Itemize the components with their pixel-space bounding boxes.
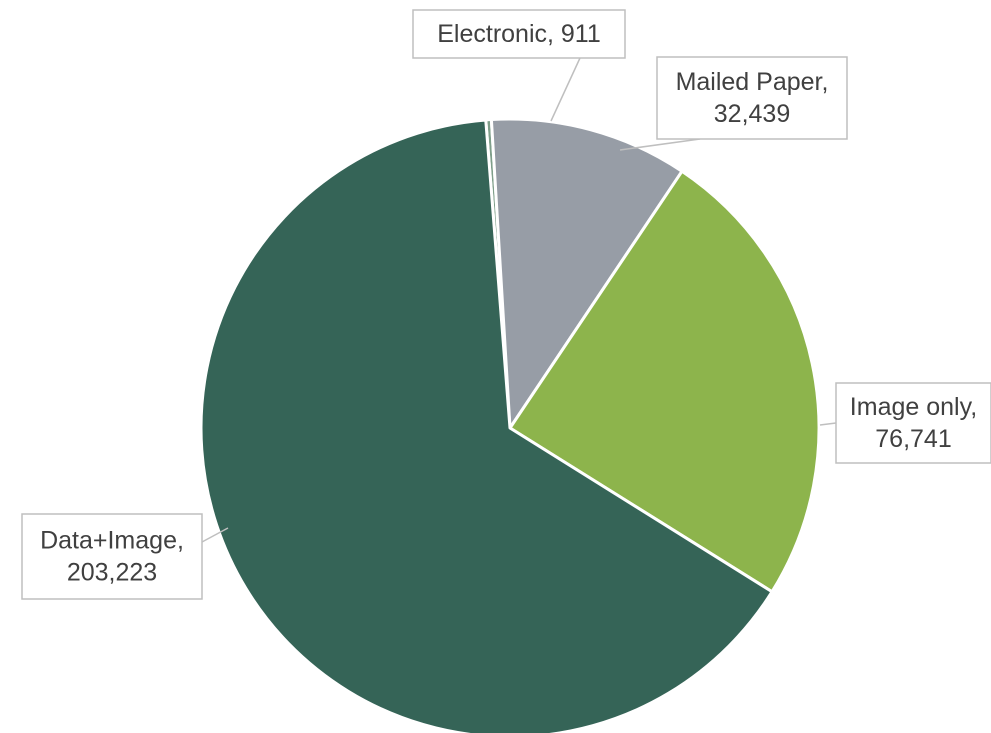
leader-line-data-image — [201, 527, 229, 543]
data-label-box — [835, 382, 991, 464]
data-label-text: Data+Image, — [40, 527, 184, 555]
data-label-text: 76,741 — [875, 425, 951, 453]
data-label-mailed-paper: Mailed Paper, 32,439 — [656, 56, 848, 140]
data-label-callouts: Electronic, 911 Mailed Paper, 32,439 Image … — [21, 9, 991, 600]
leader-line-image-only — [819, 422, 837, 426]
data-label-text: Electronic, 911 — [437, 20, 601, 48]
data-label-box — [412, 9, 626, 59]
data-label-text: Mailed Paper, — [676, 68, 829, 96]
data-label-text: 203,223 — [67, 559, 157, 587]
leader-lines — [201, 57, 837, 543]
pie-slice-data-image — [199, 118, 774, 733]
data-label-text: Image only, — [850, 393, 977, 421]
data-label-data-image: Data+Image, 203,223 — [21, 513, 203, 600]
data-label-box — [21, 513, 203, 600]
data-label-box — [656, 56, 848, 140]
pie-slices — [199, 117, 821, 733]
pie-slice-image-only — [508, 169, 821, 594]
data-label-text: 32,439 — [714, 100, 790, 128]
data-label-image-only: Image only, 76,741 — [835, 382, 991, 464]
data-label-electronic: Electronic, 911 — [412, 9, 626, 59]
leader-line-mailed-paper — [619, 138, 701, 151]
leader-line-electronic — [550, 57, 581, 122]
pie-slice-mailed-paper — [489, 117, 684, 430]
